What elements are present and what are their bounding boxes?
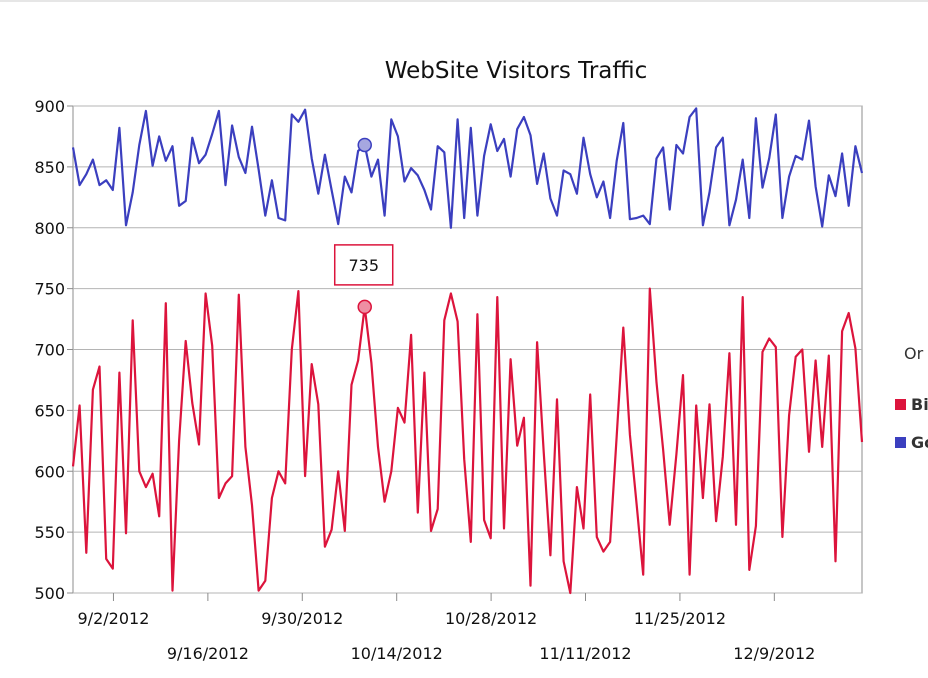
series-line-blue [71,107,864,229]
series-line-red [71,287,864,595]
y-tick-label: 550 [34,523,65,542]
legend-swatch [895,437,906,448]
x-tick-label: 9/2/2012 [78,609,150,628]
x-tick-label: 11/25/2012 [634,609,726,628]
tooltip-point-marker [357,299,372,315]
tooltip: 735 [333,137,394,315]
y-tick-label: 850 [34,158,65,177]
top-divider [0,0,928,2]
x-tick-label: 10/14/2012 [351,644,443,663]
y-tick-label: 500 [34,584,65,603]
legend-title: Or [904,344,924,363]
chart-title: WebSite Visitors Traffic [385,58,648,84]
y-tick-label: 700 [34,341,65,360]
y-axis-ticks: 500 550 600 650 700 750 800 850 900 [34,97,73,603]
x-tick-label: 11/11/2012 [539,644,631,663]
tooltip-point-marker [357,137,372,153]
series-lines [71,107,864,595]
x-tick-label: 9/16/2012 [167,644,249,663]
legend-label: Go [911,433,928,452]
y-tick-label: 650 [34,401,65,420]
y-tick-label: 750 [34,280,65,299]
tooltip-box [333,244,394,286]
y-tick-label: 800 [34,219,65,238]
y-tick-label: 600 [34,462,65,481]
tooltip-value: 735 [348,256,379,275]
legend-swatch [895,399,906,410]
x-axis-ticks: 9/2/2012 9/30/2012 10/28/2012 11/25/2012 9/1… [78,593,815,663]
x-tick-label: 10/28/2012 [445,609,537,628]
x-tick-label: 9/30/2012 [261,609,343,628]
legend-label: Bi [911,395,928,414]
y-tick-label: 900 [34,97,65,116]
legend: Or Bi Go [895,344,928,452]
x-tick-label: 12/9/2012 [733,644,815,663]
